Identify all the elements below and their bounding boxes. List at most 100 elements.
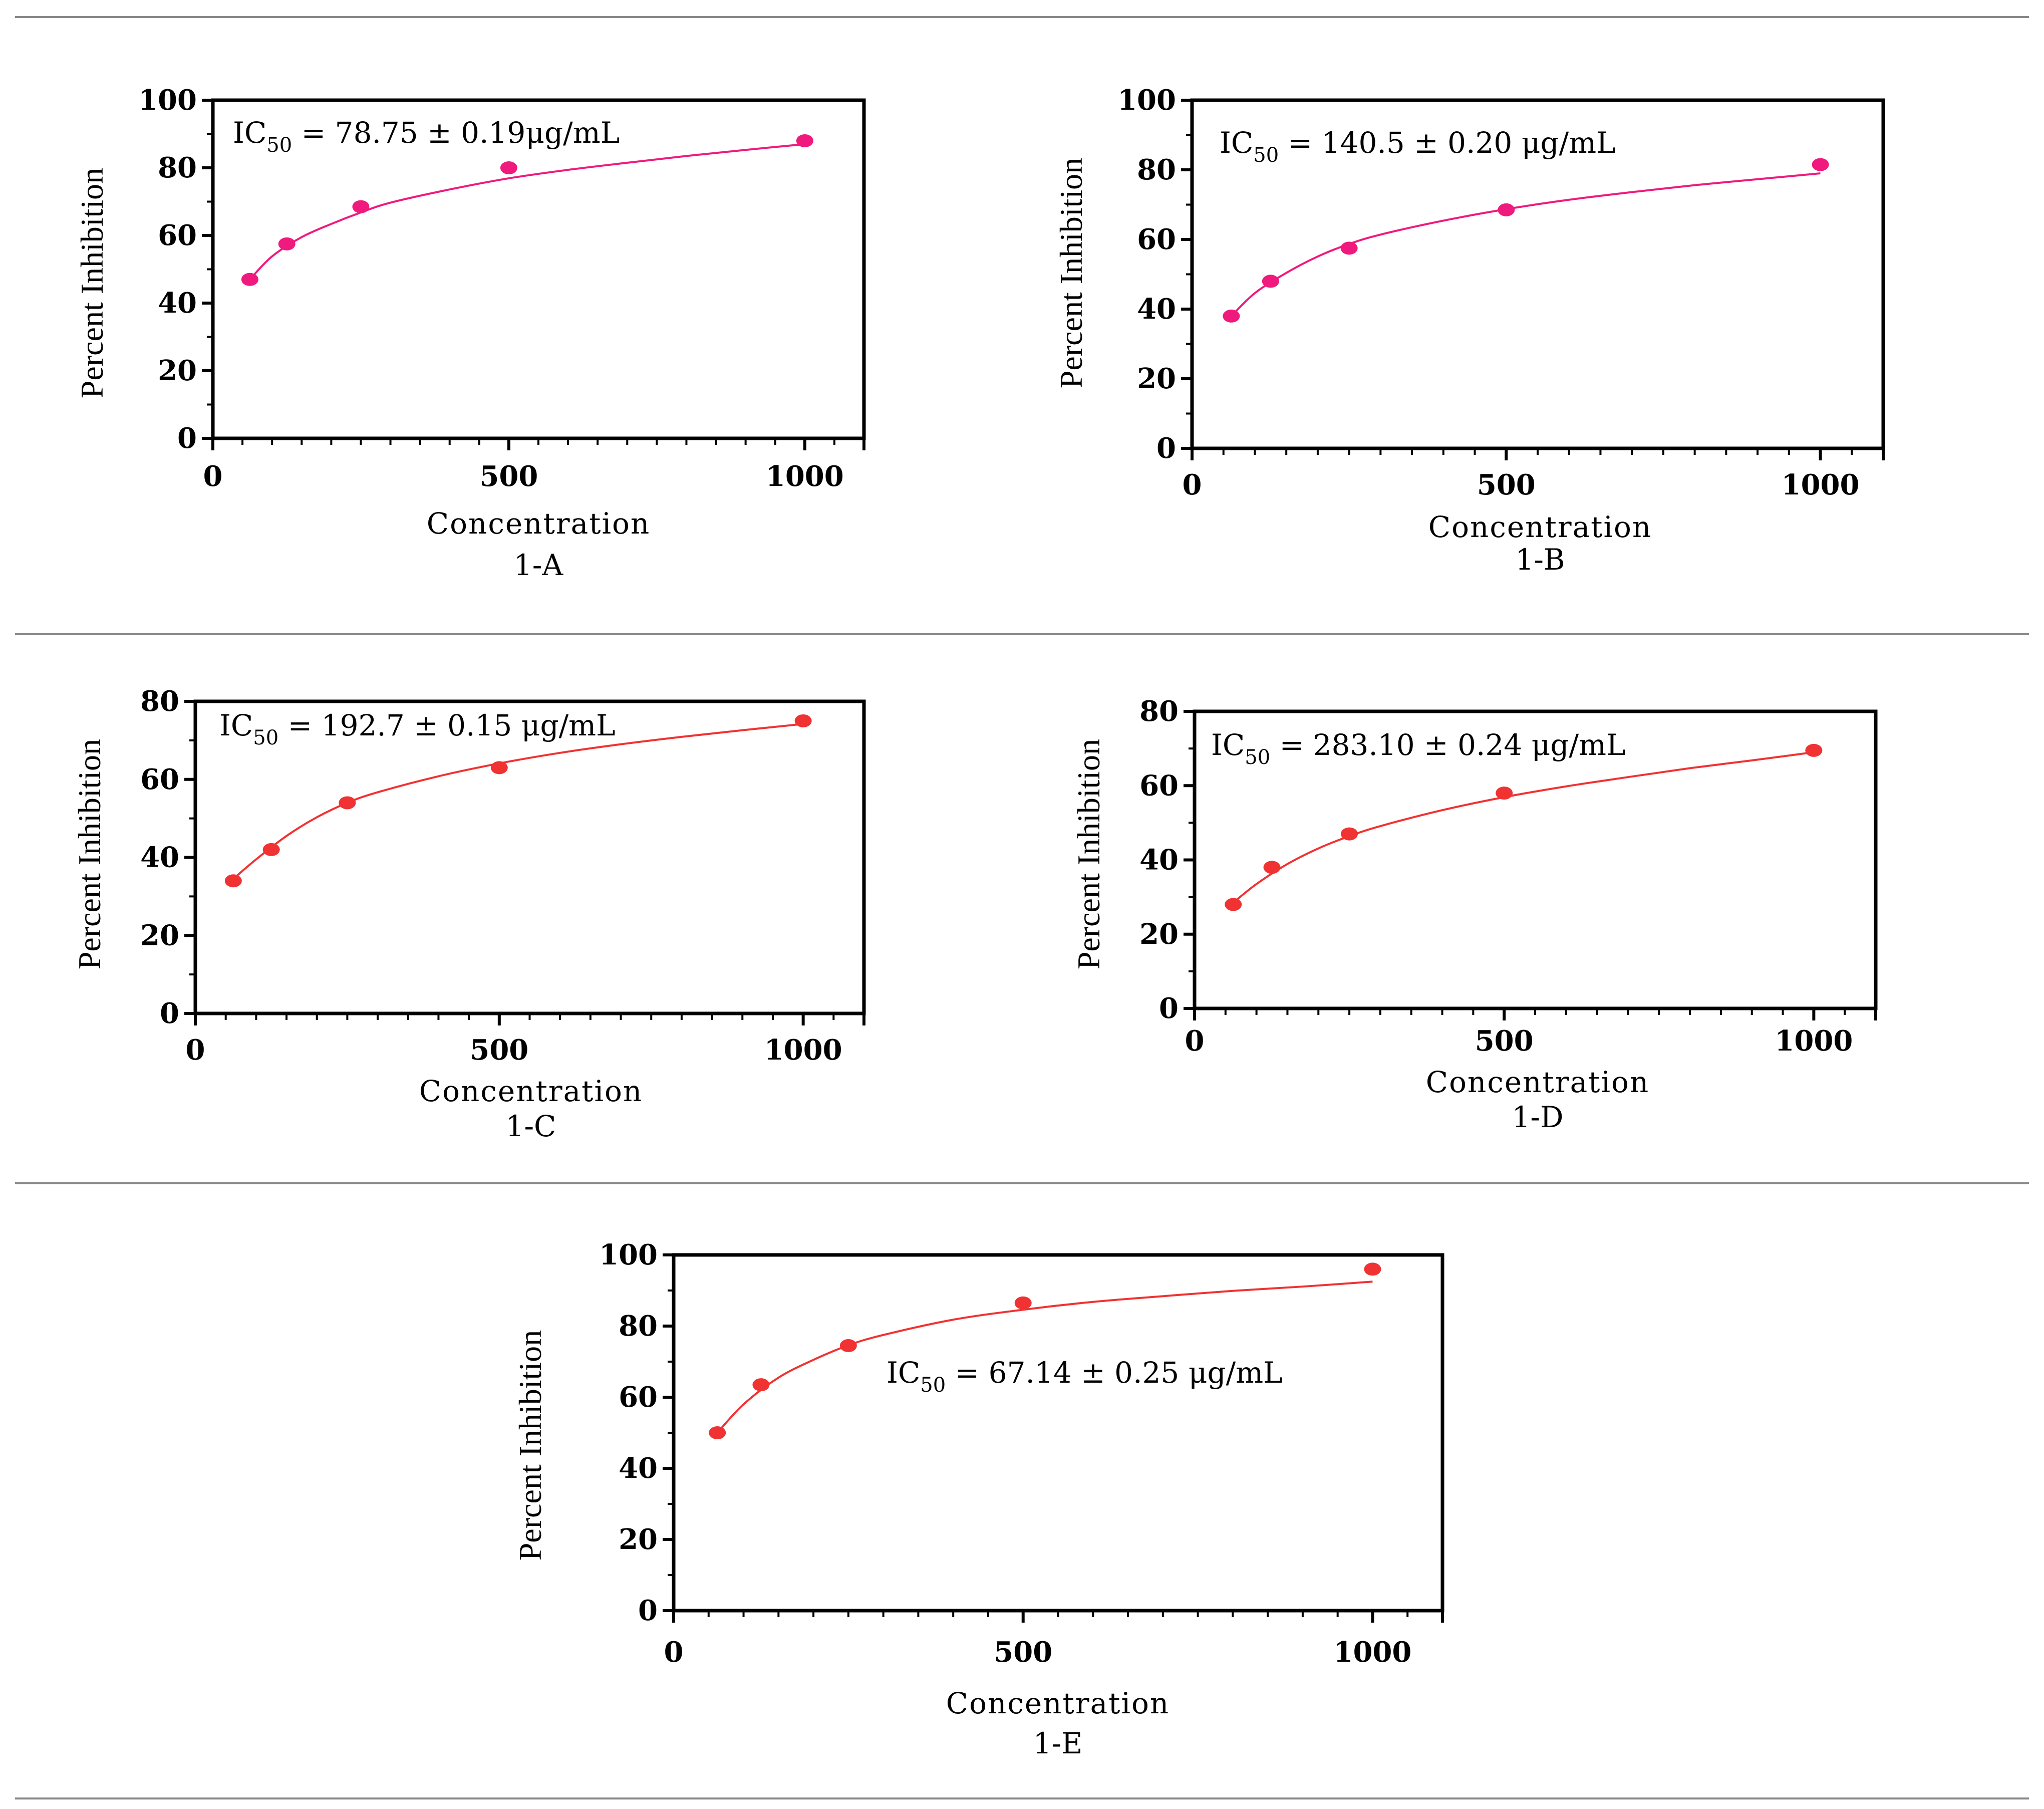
fit-curve bbox=[232, 723, 803, 880]
ic50-subscript: 50 bbox=[1253, 144, 1279, 167]
y-tick-label: 80 bbox=[158, 151, 197, 184]
data-point bbox=[1812, 158, 1829, 171]
ic50-subscript: 50 bbox=[1245, 746, 1270, 769]
data-point bbox=[839, 1339, 857, 1353]
y-axis-title: Percent Inhibition bbox=[74, 168, 110, 398]
ic50-value: = 67.14 ± 0.25 μg/mL bbox=[946, 1356, 1282, 1390]
x-axis-title: Concentration bbox=[946, 1686, 1170, 1720]
y-tick-label: 0 bbox=[1159, 992, 1179, 1025]
y-tick-label: 40 bbox=[140, 841, 179, 874]
y-tick-label: 20 bbox=[1139, 918, 1179, 951]
data-point bbox=[1498, 203, 1515, 216]
y-tick-label: 20 bbox=[140, 919, 179, 952]
ic50-subscript: 50 bbox=[266, 134, 292, 157]
panel-label: 1-C bbox=[506, 1109, 556, 1143]
x-tick-label: 0 bbox=[1183, 468, 1202, 501]
y-tick-label: 60 bbox=[619, 1381, 658, 1414]
ic50-value: = 78.75 ± 0.19μg/mL bbox=[292, 116, 620, 150]
ic50-value: = 192.7 ± 0.15 μg/mL bbox=[278, 708, 615, 742]
y-tick-label: 0 bbox=[1156, 432, 1176, 465]
y-tick-label: 100 bbox=[599, 1238, 658, 1271]
x-tick-label: 1000 bbox=[766, 460, 844, 493]
data-point bbox=[241, 273, 258, 286]
y-tick-label: 40 bbox=[1137, 293, 1176, 326]
ic50-prefix: IC bbox=[1220, 126, 1253, 160]
ic50-prefix: IC bbox=[219, 708, 253, 742]
y-axis-title: Percent Inhibition bbox=[1071, 739, 1106, 969]
ic50-annotation: IC50 = 283.10 ± 0.24 μg/mL bbox=[1211, 728, 1626, 769]
fit-curve bbox=[249, 143, 805, 281]
ic50-annotation: IC50 = 192.7 ± 0.15 μg/mL bbox=[219, 708, 616, 749]
x-tick-label: 500 bbox=[1475, 1024, 1534, 1058]
y-tick-label: 60 bbox=[1137, 223, 1176, 256]
fit-curve bbox=[1231, 172, 1821, 317]
ic50-value: = 140.5 ± 0.20 μg/mL bbox=[1279, 126, 1615, 160]
panel-label: 1-A bbox=[514, 548, 563, 582]
x-tick-label: 0 bbox=[664, 1636, 684, 1669]
data-point bbox=[1225, 898, 1242, 911]
data-point bbox=[1263, 861, 1281, 874]
y-tick-label: 20 bbox=[619, 1523, 658, 1556]
ic50-subscript: 50 bbox=[253, 726, 278, 749]
data-point bbox=[1341, 827, 1358, 841]
x-tick-label: 1000 bbox=[764, 1033, 842, 1067]
y-tick-label: 20 bbox=[158, 354, 197, 387]
y-tick-label: 80 bbox=[1137, 153, 1176, 186]
data-point bbox=[1805, 743, 1823, 757]
ic50-subscript: 50 bbox=[920, 1374, 946, 1397]
y-tick-label: 0 bbox=[638, 1594, 658, 1627]
data-point bbox=[1364, 1262, 1381, 1276]
y-tick-label: 60 bbox=[1139, 769, 1179, 802]
data-point bbox=[1262, 275, 1279, 288]
ic50-annotation: IC50 = 140.5 ± 0.20 μg/mL bbox=[1220, 126, 1616, 167]
x-tick-label: 500 bbox=[994, 1636, 1052, 1669]
y-tick-label: 0 bbox=[160, 997, 179, 1030]
data-point bbox=[490, 761, 508, 774]
ic50-prefix: IC bbox=[233, 116, 266, 150]
x-tick-label: 500 bbox=[1477, 468, 1536, 501]
data-point bbox=[262, 843, 280, 856]
data-point bbox=[224, 874, 242, 888]
x-axis-title: Concentration bbox=[427, 506, 651, 541]
ic50-value: = 283.10 ± 0.24 μg/mL bbox=[1270, 728, 1625, 762]
y-tick-label: 40 bbox=[158, 287, 197, 320]
panel-label: 1-B bbox=[1515, 543, 1565, 577]
x-axis-title: Concentration bbox=[1426, 1065, 1650, 1099]
x-tick-label: 1000 bbox=[1782, 468, 1860, 501]
y-tick-label: 80 bbox=[619, 1310, 658, 1343]
y-tick-label: 100 bbox=[1117, 84, 1176, 117]
x-axis-title: Concentration bbox=[419, 1074, 643, 1108]
data-point bbox=[500, 161, 517, 174]
data-point bbox=[278, 237, 296, 250]
data-point bbox=[352, 200, 370, 213]
y-tick-label: 20 bbox=[1137, 362, 1176, 395]
data-point bbox=[1223, 309, 1240, 323]
ic50-prefix: IC bbox=[1211, 728, 1245, 762]
x-tick-label: 500 bbox=[479, 460, 538, 493]
y-tick-label: 100 bbox=[138, 84, 197, 117]
x-tick-label: 0 bbox=[203, 460, 223, 493]
y-tick-label: 60 bbox=[158, 219, 197, 252]
data-point bbox=[1014, 1296, 1032, 1310]
panel-label: 1-E bbox=[1033, 1726, 1083, 1760]
y-tick-label: 40 bbox=[619, 1452, 658, 1485]
y-tick-label: 80 bbox=[1139, 695, 1179, 728]
fit-curve bbox=[716, 1280, 1373, 1434]
ic50-annotation: IC50 = 78.75 ± 0.19μg/mL bbox=[233, 116, 620, 157]
chart-panel-1-c: 0 20 40 60 80 0 500 1000 IC50 = 192.7 ± 0.15 μg/… bbox=[72, 685, 866, 1143]
x-tick-label: 500 bbox=[470, 1033, 528, 1067]
data-point bbox=[794, 714, 812, 727]
data-point bbox=[1340, 241, 1358, 255]
data-point bbox=[1496, 787, 1513, 800]
y-axis-title: Percent Inhibition bbox=[72, 739, 107, 969]
data-point bbox=[709, 1426, 726, 1439]
ic50-annotation: IC50 = 67.14 ± 0.25 μg/mL bbox=[887, 1356, 1283, 1397]
fit-curve bbox=[1233, 751, 1814, 904]
x-tick-label: 0 bbox=[186, 1033, 205, 1067]
x-tick-label: 1000 bbox=[1775, 1024, 1853, 1058]
